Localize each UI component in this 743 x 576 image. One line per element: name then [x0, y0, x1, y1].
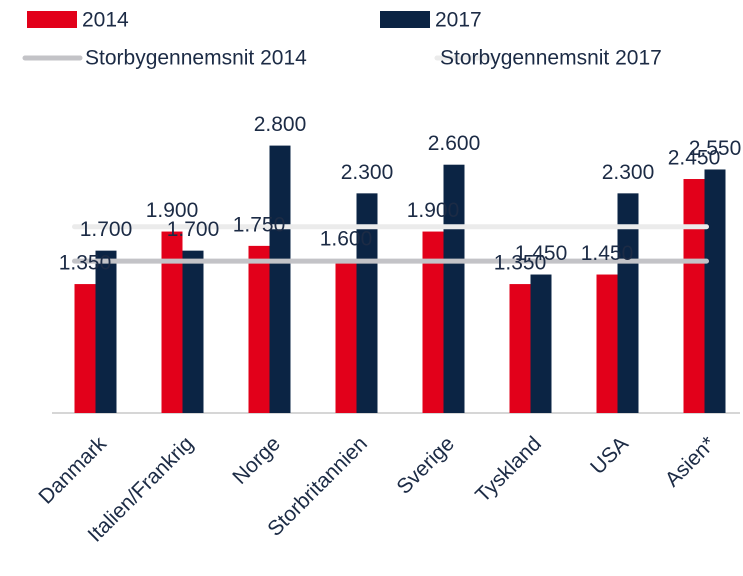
bar [182, 250, 204, 413]
x-tick-label: Danmark [34, 432, 111, 509]
value-label: 2.800 [254, 113, 307, 136]
value-label: 1.900 [146, 199, 199, 222]
bar [704, 169, 726, 413]
legend-label: Storbygennemsnit 2017 [440, 47, 662, 70]
bar [509, 284, 531, 413]
bar [683, 179, 705, 413]
x-tick-label: Sverige [392, 432, 459, 499]
value-label: 2.550 [689, 137, 742, 160]
value-label: 2.450 [668, 147, 721, 170]
x-tick-label: Asien* [661, 432, 720, 491]
bar [95, 250, 117, 413]
bar [596, 274, 618, 413]
value-label: 1.750 [233, 213, 286, 236]
legend-label: 2017 [435, 9, 482, 32]
bar [161, 231, 183, 413]
bar [356, 193, 378, 413]
value-label: 1.600 [320, 228, 373, 251]
value-label: 1.900 [407, 199, 460, 222]
legend-swatch [380, 11, 430, 28]
x-tick-label: Tyskland [471, 432, 546, 507]
bar [530, 274, 552, 413]
value-label: 2.300 [602, 161, 655, 184]
bar [335, 260, 357, 413]
value-label: 2.600 [428, 132, 481, 155]
legend-label: 2014 [82, 9, 129, 32]
value-label: 2.300 [341, 161, 394, 184]
value-label: 1.350 [494, 252, 547, 275]
value-label: 1.450 [581, 242, 634, 265]
bar [74, 284, 96, 413]
value-label: 1.350 [59, 252, 112, 275]
bar [248, 245, 270, 413]
bar [617, 193, 639, 413]
bar [269, 145, 291, 413]
bar [422, 231, 444, 413]
x-tick-label: Norge [228, 432, 285, 489]
value-label: 1.450 [515, 242, 568, 265]
value-label: 1.700 [80, 218, 133, 241]
value-label: 1.700 [167, 218, 220, 241]
legend-swatch [27, 11, 77, 28]
legend-label: Storbygennemsnit 2014 [85, 47, 307, 70]
x-tick-label: USA [586, 432, 633, 479]
